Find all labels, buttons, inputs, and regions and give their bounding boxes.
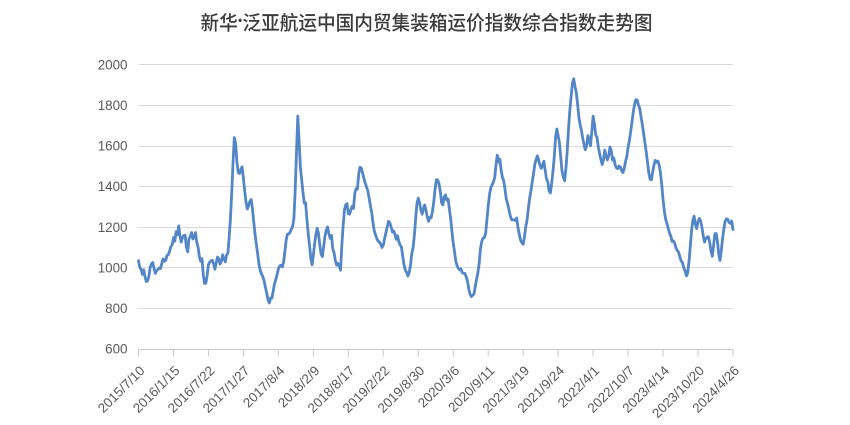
- svg-text:1000: 1000: [98, 260, 128, 275]
- svg-text:600: 600: [105, 342, 127, 357]
- svg-text:1400: 1400: [98, 179, 128, 194]
- svg-text:2000: 2000: [98, 57, 128, 72]
- svg-text:1200: 1200: [98, 220, 128, 235]
- svg-text:800: 800: [105, 301, 127, 316]
- svg-text:1600: 1600: [98, 139, 128, 154]
- svg-text:1800: 1800: [98, 98, 128, 113]
